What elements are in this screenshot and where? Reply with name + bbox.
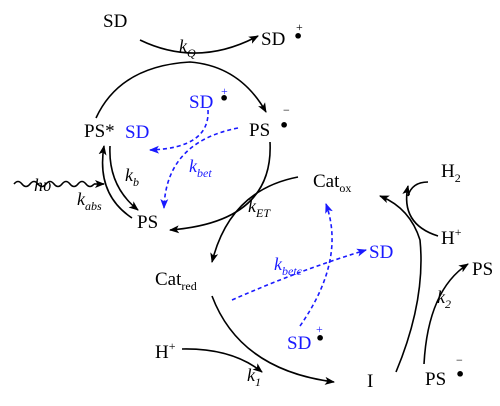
ps-right-label: PS: [472, 259, 493, 280]
sd-cation-blue-upper-charge: +: [221, 84, 228, 98]
cat-red-label: Catred: [155, 269, 197, 293]
h-plus-right-label: H+: [441, 225, 462, 249]
cat-reduction-arrow: [210, 176, 299, 263]
decay-arrow: [109, 145, 139, 211]
ps-excited-label: PS*: [84, 121, 115, 142]
ps-anion-top-charge: −: [283, 103, 290, 117]
ps-anion-bottom-radical: •: [455, 365, 465, 384]
upper-cycle-top-arc: [95, 61, 267, 119]
cat-protonation-arrow: [211, 295, 335, 385]
rate-kb: kb: [125, 165, 139, 189]
back-electron-transfer-upper-2: [160, 127, 239, 209]
rate-k2: k2: [437, 287, 451, 311]
cat-regeneration-arrow: [379, 195, 422, 373]
sd-label: SD: [103, 11, 127, 32]
sd-cation-blue-upper-radical: •: [219, 89, 229, 108]
sd-cation-blue-lower-radical: •: [315, 329, 325, 348]
sd-cation-charge: +: [296, 20, 303, 34]
ps-anion-bottom-label: PS: [425, 369, 446, 390]
h2-evolution-arrow: [402, 185, 439, 237]
rate-ket: kET: [248, 196, 271, 220]
h2-label: H2: [441, 161, 461, 185]
back-electron-transfer-upper-1: [149, 109, 209, 154]
h2-branch-tail: [407, 181, 429, 197]
ps-regeneration-k2-arrow: [423, 263, 469, 365]
back-electron-transfer-lower-1: [231, 248, 367, 301]
light-label: hυ: [34, 175, 51, 195]
ps-anion-bottom-charge: −: [456, 353, 463, 367]
sd-cation-label: SD: [261, 29, 285, 50]
upper-cycle-right-arc: [169, 141, 271, 234]
ps-anion-top-label: PS: [249, 120, 270, 141]
cat-ox-label: Catox: [313, 171, 351, 195]
sd-cation-blue-lower-charge: +: [316, 322, 323, 336]
h-plus-bottom-label: H+: [155, 339, 176, 363]
ps-anion-top-radical: •: [279, 116, 289, 135]
rate-kabs: kabs: [77, 189, 102, 213]
sd-cation-blue-lower: SD: [287, 333, 311, 354]
light-wave: [13, 180, 95, 188]
ps-ground-label: PS: [137, 212, 158, 233]
absorption-arrow: [98, 145, 133, 219]
quenching-arrow: [139, 35, 259, 54]
sd-blue-upper: SD: [125, 122, 149, 143]
sd-cation-radical: •: [293, 27, 303, 46]
rate-k1: k1: [247, 365, 261, 389]
sd-cation-blue-upper: SD: [189, 92, 213, 113]
sd-blue-lower: SD: [369, 242, 393, 263]
intermediate-label: I: [367, 371, 373, 392]
back-electron-transfer-lower-2: [299, 203, 333, 327]
rate-kbetc: kbetc: [274, 254, 303, 278]
rate-kbet: kbet: [189, 156, 212, 180]
rate-kq: kQ: [179, 36, 196, 60]
h-plus-input-arrow: [181, 348, 263, 373]
